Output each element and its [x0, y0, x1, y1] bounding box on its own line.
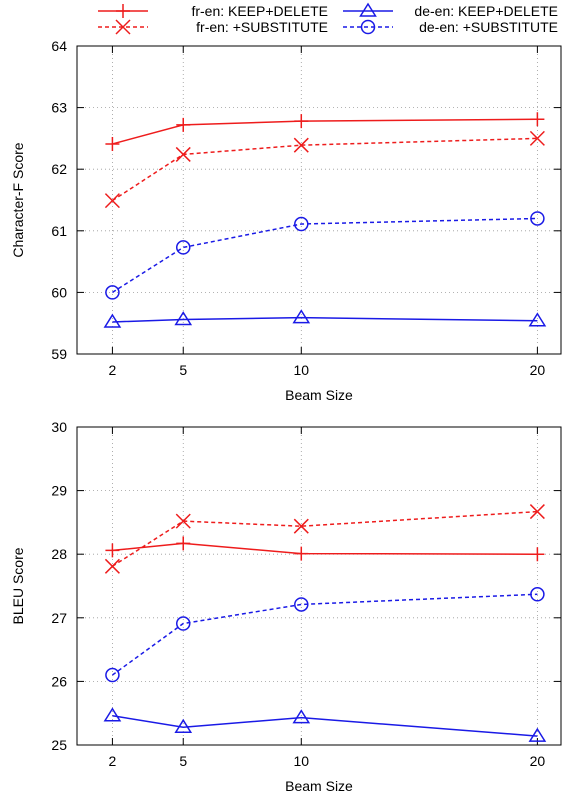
data-point: [175, 513, 191, 529]
series-line: [112, 118, 538, 145]
x-tick-label: 10: [294, 362, 310, 378]
x-tick-label: 10: [294, 753, 310, 769]
data-point: [528, 727, 547, 742]
series-line: [112, 137, 538, 202]
data-point: [104, 558, 120, 574]
x-axis-label: Beam Size: [285, 387, 353, 403]
legend-entry-fr-en-keep-delete: fr-en: KEEP+DELETE: [98, 3, 328, 19]
y-tick-label: 28: [51, 546, 67, 562]
legend-label: fr-en: KEEP+DELETE: [191, 3, 328, 19]
data-point: [294, 597, 309, 612]
series-line: [112, 217, 538, 294]
data-point: [528, 312, 547, 327]
series-de-en-substitute: [105, 587, 545, 683]
data-point: [293, 518, 309, 534]
data-point: [103, 313, 122, 328]
y-tick-label: 59: [51, 346, 67, 362]
data-point: [176, 117, 191, 132]
data-point: [105, 543, 120, 558]
y-tick-label: 30: [51, 419, 67, 435]
plot-frame: [76, 45, 562, 355]
legend-marker-cross-icon: [115, 19, 131, 35]
legend-label: de-en: KEEP+DELETE: [414, 3, 558, 19]
data-point: [292, 309, 311, 324]
series-fr-en-substitute: [104, 504, 545, 574]
data-point: [174, 311, 193, 326]
data-point: [293, 137, 309, 153]
x-tick-label: 20: [530, 362, 546, 378]
x-tick-label: 2: [109, 362, 117, 378]
y-tick-label: 63: [51, 100, 67, 116]
data-point: [530, 112, 545, 127]
series-fr-en-keep-delete: [105, 536, 545, 562]
data-point: [104, 193, 120, 209]
y-tick-label: 29: [51, 483, 67, 499]
legend-marker-plus-icon: [116, 4, 130, 18]
legend: fr-en: KEEP+DELETE de-en: KEEP+DELETE fr-e…: [98, 2, 558, 35]
legend-entry-fr-en-substitute: fr-en: +SUBSTITUTE: [98, 19, 328, 35]
x-tick-label: 20: [530, 753, 546, 769]
y-tick-label: 27: [51, 610, 67, 626]
y-tick-label: 25: [51, 737, 67, 753]
data-point: [175, 146, 191, 162]
series-line: [111, 593, 538, 676]
y-tick-label: 62: [51, 161, 67, 177]
y-tick-label: 60: [51, 284, 67, 300]
y-tick-label: 61: [51, 223, 67, 239]
data-point: [294, 216, 309, 232]
character-f-chart: 59 60 61 62 63 64 2 5 10 20 Beam Size Character-F S…: [10, 38, 562, 403]
y-tick-label: 26: [51, 673, 67, 689]
series-line: [112, 510, 538, 567]
series-line: [112, 316, 538, 323]
data-point: [292, 709, 311, 724]
data-point: [530, 211, 545, 226]
legend-label: de-en: +SUBSTITUTE: [419, 19, 558, 35]
data-point: [294, 546, 309, 561]
data-point: [294, 114, 309, 129]
legend-marker-triangle-icon: [359, 2, 377, 17]
legend-entry-de-en-substitute: de-en: +SUBSTITUTE: [343, 19, 558, 35]
series-de-en-keep-delete: [103, 707, 547, 742]
legend-label: fr-en: +SUBSTITUTE: [196, 19, 328, 35]
data-point: [105, 136, 120, 151]
x-axis-label: Beam Size: [285, 778, 353, 793]
data-point: [530, 587, 545, 602]
x-tick-label: 2: [109, 753, 117, 769]
series-de-en-keep-delete: [103, 309, 547, 328]
data-point: [175, 240, 191, 255]
y-axis-label: BLEU Score: [10, 547, 26, 624]
y-axis-label: Character-F Score: [10, 142, 26, 257]
legend-marker-circle-icon: [360, 19, 376, 35]
x-tick-label: 5: [179, 362, 187, 378]
data-point: [174, 718, 193, 733]
data-point: [105, 285, 120, 300]
series-de-en-substitute: [105, 211, 545, 300]
series-line: [112, 715, 538, 737]
series-line: [112, 542, 538, 555]
data-point: [529, 504, 545, 520]
plot-frame: [76, 426, 562, 746]
grid: [77, 46, 561, 354]
data-point: [530, 547, 545, 562]
data-point: [529, 130, 545, 146]
data-point: [175, 616, 191, 631]
x-tick-label: 5: [179, 753, 187, 769]
data-point: [103, 707, 122, 722]
grid: [77, 427, 561, 745]
data-point: [176, 536, 191, 551]
legend-entry-de-en-keep-delete: de-en: KEEP+DELETE: [343, 2, 558, 19]
y-tick-label: 64: [51, 38, 67, 54]
series-fr-en-keep-delete: [105, 112, 545, 151]
series-fr-en-substitute: [104, 130, 545, 209]
data-point: [105, 667, 120, 683]
